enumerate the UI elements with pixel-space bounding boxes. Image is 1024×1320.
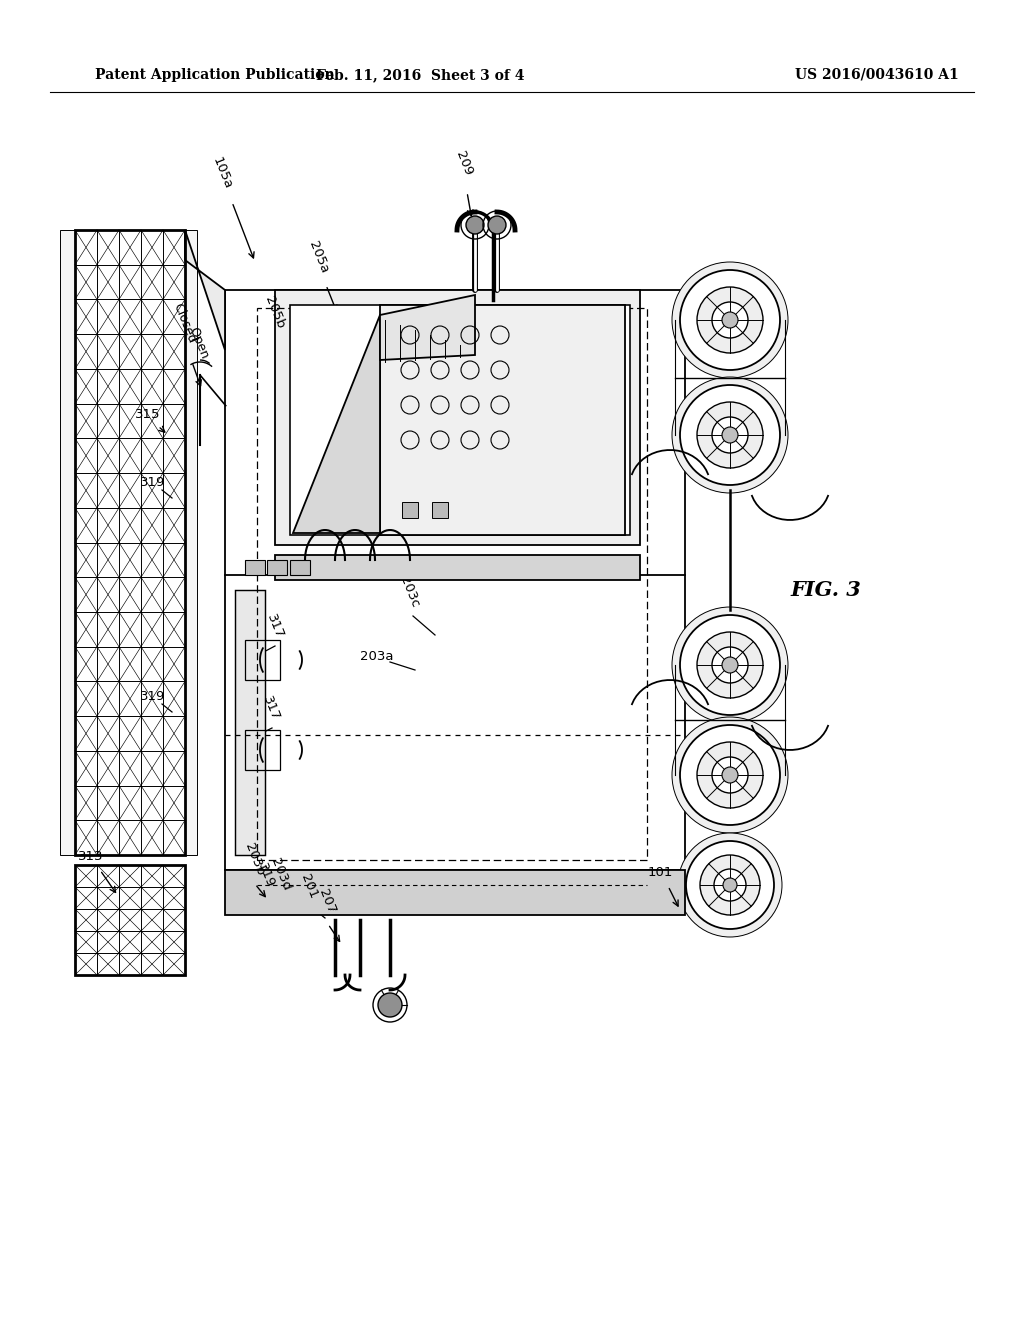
Circle shape (722, 657, 738, 673)
Circle shape (697, 742, 763, 808)
Text: 319: 319 (140, 690, 165, 704)
Bar (245, 640, 280, 680)
Circle shape (378, 993, 402, 1016)
Text: 313: 313 (78, 850, 103, 863)
Polygon shape (380, 294, 475, 360)
Circle shape (722, 426, 738, 444)
Bar (225, 870, 685, 915)
Circle shape (680, 385, 780, 484)
Text: 317: 317 (260, 694, 282, 723)
Bar (245, 560, 265, 576)
Text: 203d: 203d (268, 857, 293, 894)
Text: 203b: 203b (242, 842, 266, 878)
Text: Open: Open (186, 325, 211, 360)
Text: 317: 317 (264, 612, 286, 642)
Bar (275, 554, 640, 579)
Bar (290, 305, 630, 535)
Text: 213: 213 (424, 351, 445, 379)
Circle shape (697, 632, 763, 698)
Circle shape (680, 271, 780, 370)
Text: US 2016/0043610 A1: US 2016/0043610 A1 (795, 69, 958, 82)
Circle shape (672, 717, 788, 833)
Bar (380, 305, 625, 535)
Bar (75, 865, 185, 975)
Circle shape (672, 378, 788, 492)
Circle shape (712, 647, 748, 682)
Circle shape (723, 878, 737, 892)
Polygon shape (185, 230, 225, 350)
Bar (78, 234, 182, 851)
Text: 203c: 203c (397, 574, 421, 609)
Bar (432, 502, 449, 517)
Circle shape (722, 767, 738, 783)
Polygon shape (293, 315, 380, 533)
Bar (245, 730, 280, 770)
Circle shape (712, 417, 748, 453)
Text: 205a: 205a (306, 239, 331, 275)
Text: Patent Application Publication: Patent Application Publication (95, 69, 335, 82)
Circle shape (672, 261, 788, 378)
Bar (60, 230, 75, 855)
Circle shape (678, 833, 782, 937)
Circle shape (722, 312, 738, 327)
Bar (290, 560, 310, 576)
Text: Feb. 11, 2016  Sheet 3 of 4: Feb. 11, 2016 Sheet 3 of 4 (315, 69, 524, 82)
Circle shape (466, 216, 484, 234)
Circle shape (714, 869, 746, 902)
Circle shape (672, 607, 788, 723)
Bar (267, 560, 287, 576)
Text: 203a: 203a (360, 649, 393, 663)
Text: 209: 209 (453, 149, 474, 178)
Text: 207: 207 (316, 887, 338, 916)
Circle shape (712, 756, 748, 793)
Circle shape (686, 841, 774, 929)
Text: 201: 201 (298, 873, 319, 902)
Text: 319: 319 (140, 477, 165, 488)
Text: FIG. 3: FIG. 3 (790, 579, 861, 601)
Circle shape (700, 855, 760, 915)
Circle shape (680, 725, 780, 825)
Bar (185, 230, 197, 855)
Bar (275, 290, 640, 545)
Bar (234, 590, 265, 855)
Text: Closed: Closed (170, 301, 198, 345)
Text: 105a: 105a (210, 154, 234, 191)
Circle shape (680, 615, 780, 715)
Circle shape (488, 216, 506, 234)
Bar (225, 290, 685, 870)
Circle shape (697, 286, 763, 352)
Circle shape (712, 302, 748, 338)
Text: 315: 315 (135, 408, 161, 421)
Bar (257, 308, 647, 861)
Text: 205b: 205b (262, 294, 287, 331)
Bar (402, 502, 418, 517)
Text: 101: 101 (648, 866, 674, 879)
Text: 319: 319 (255, 862, 276, 890)
Circle shape (697, 403, 763, 469)
Bar (75, 230, 185, 855)
